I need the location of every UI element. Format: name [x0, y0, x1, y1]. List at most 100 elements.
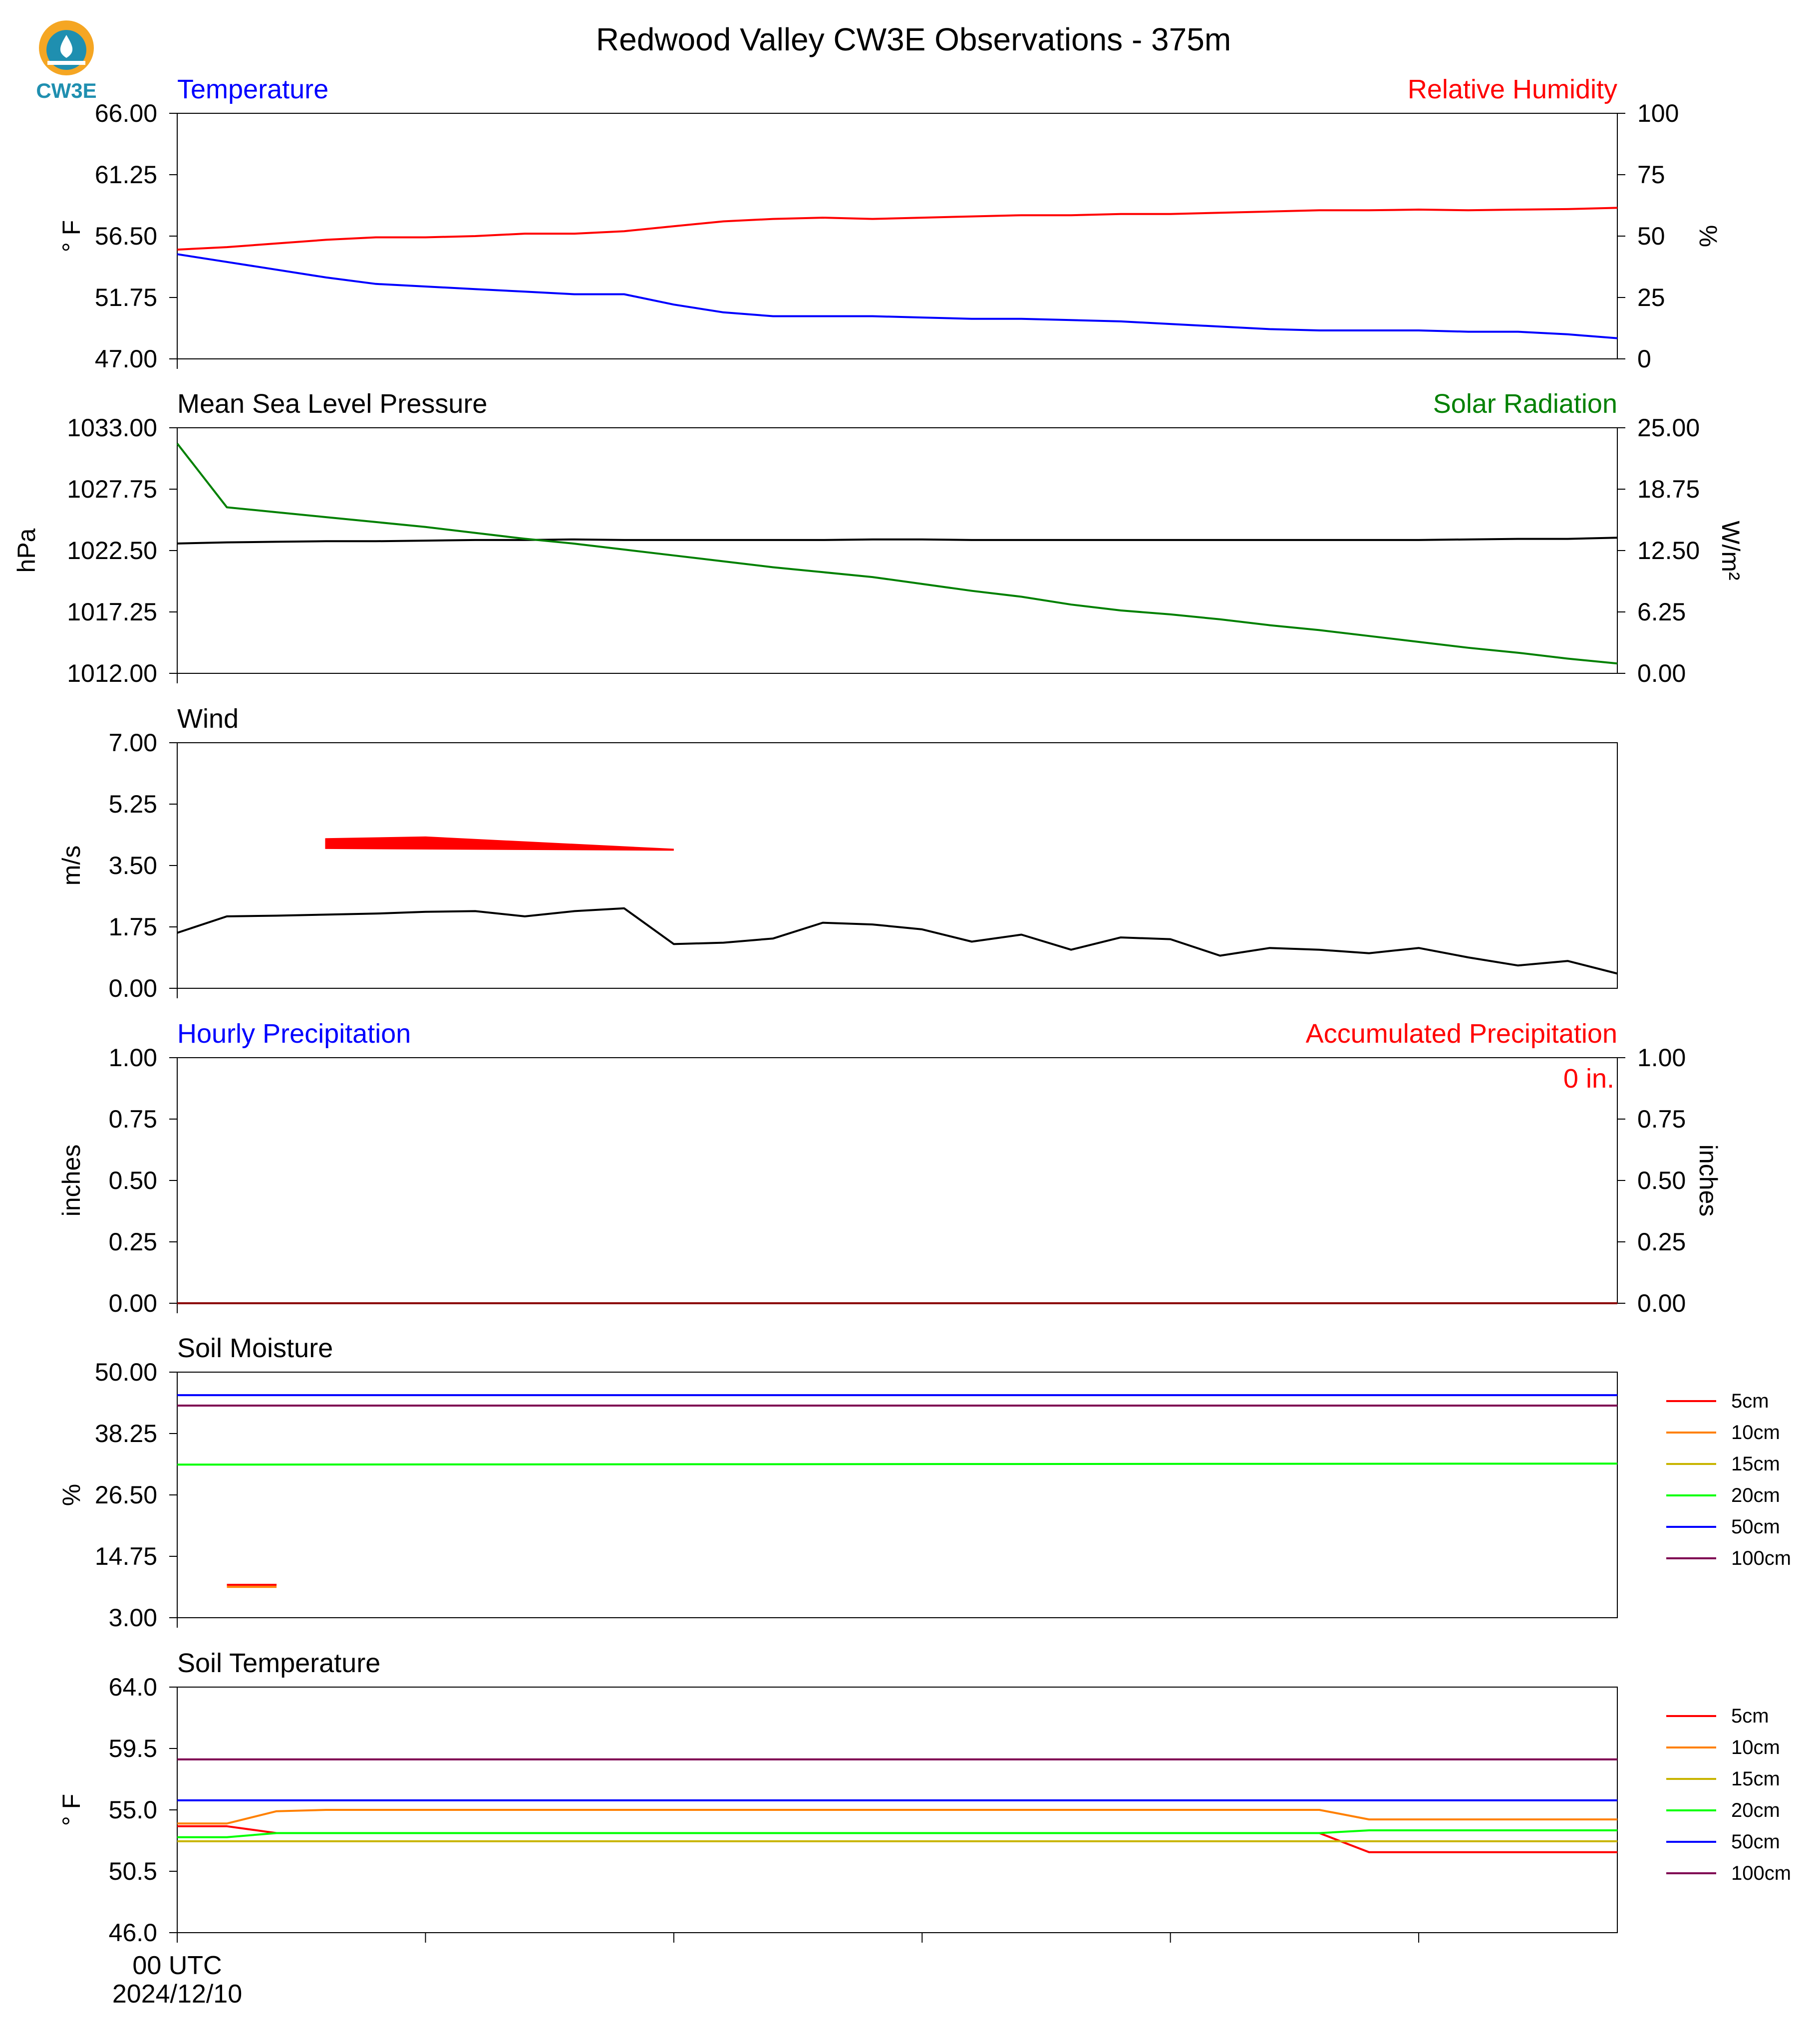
y-tick-label: 1022.50 — [67, 537, 157, 565]
y-axis-label: ° F — [57, 220, 85, 252]
y-tick-label: 59.5 — [109, 1735, 157, 1762]
y-axis-label: ° F — [57, 1794, 85, 1826]
y-tick-label-right: 50 — [1637, 222, 1665, 250]
panels: Temperature Relative Humidity 66.00 61.25 56… — [12, 74, 1791, 1947]
logo-drop-icon — [60, 35, 73, 58]
x-axis-labels: 00 UTC 2024/12/10 — [112, 1951, 242, 2009]
series-line-1 — [176, 443, 1618, 665]
x-tick-label-time: 00 UTC — [132, 1951, 222, 1980]
plot-frame — [177, 742, 1618, 989]
y-tick-label: 1033.00 — [67, 414, 157, 442]
panel-pressure_solar: Mean Sea Level Pressure Solar Radiation 10… — [12, 389, 1745, 687]
y-tick-label-right: 0.00 — [1637, 1289, 1686, 1317]
panel-title: Wind — [177, 704, 239, 734]
y-tick-label: 46.0 — [109, 1919, 157, 1947]
y-tick-label-right: 75 — [1637, 161, 1665, 189]
plot-frame — [177, 1372, 1618, 1618]
y-tick-label: 26.50 — [95, 1481, 157, 1509]
x-tick-label-date: 2024/12/10 — [112, 1980, 242, 2009]
y-tick-label-right: 6.25 — [1637, 598, 1686, 626]
panel-title-right: Solar Radiation — [1433, 389, 1617, 419]
y-tick-label: 0.75 — [109, 1105, 157, 1133]
legend-label-15cm: 15cm — [1731, 1768, 1780, 1790]
cw3e-logo: CW3E — [36, 20, 97, 102]
legend-label-50cm: 50cm — [1731, 1831, 1780, 1853]
y-tick-label: 0.50 — [109, 1166, 157, 1194]
y-axis-label-right: W/m² — [1717, 521, 1745, 580]
y-tick-label: 0.25 — [109, 1228, 157, 1256]
y-tick-label: 0.00 — [109, 1289, 157, 1317]
panel-title: Soil Temperature — [177, 1648, 380, 1678]
y-tick-label-right: 1.00 — [1637, 1044, 1686, 1072]
series-line-0 — [177, 253, 1618, 339]
y-tick-label-right: 0 — [1637, 345, 1651, 373]
plot-frame — [177, 113, 1618, 359]
precip-annotation: 0 in. — [1563, 1064, 1614, 1094]
legend-label-100cm: 100cm — [1731, 1547, 1791, 1569]
y-tick-label: 50.5 — [109, 1857, 157, 1885]
legend-label-5cm: 5cm — [1731, 1390, 1769, 1412]
panel-title: Soil Moisture — [177, 1333, 333, 1363]
legend-label-10cm: 10cm — [1731, 1422, 1780, 1444]
y-tick-label-right: 12.50 — [1637, 537, 1700, 565]
series-line-10cm — [177, 1809, 1617, 1825]
y-tick-label: 3.50 — [109, 852, 157, 879]
y-tick-label: 61.25 — [95, 161, 157, 189]
y-tick-label-right: 0.50 — [1637, 1166, 1686, 1194]
panel-precip: Hourly Precipitation Accumulated Precipit… — [57, 1019, 1722, 1317]
logo-wave-icon — [47, 61, 85, 65]
series-line-0 — [177, 537, 1618, 545]
y-tick-label: 1.00 — [109, 1044, 157, 1072]
y-tick-label: 55.0 — [109, 1796, 157, 1824]
y-tick-label: 56.50 — [95, 222, 157, 250]
panel-title-right: Relative Humidity — [1408, 74, 1617, 104]
legend-label-5cm: 5cm — [1731, 1705, 1769, 1727]
y-axis-label-right: inches — [1694, 1145, 1722, 1217]
y-tick-label: 7.00 — [109, 729, 157, 757]
y-tick-label: 0.00 — [109, 974, 157, 1002]
logo-text: CW3E — [36, 79, 96, 102]
figure-title: Redwood Valley CW3E Observations - 375m — [596, 21, 1231, 57]
panel-temp_rh: Temperature Relative Humidity 66.00 61.25 56… — [57, 74, 1722, 373]
panel-title-right: Accumulated Precipitation — [1306, 1019, 1617, 1049]
legend-label-10cm: 10cm — [1731, 1737, 1780, 1758]
y-tick-label: 47.00 — [95, 345, 157, 373]
y-tick-label: 51.75 — [95, 284, 157, 311]
y-tick-label: 66.00 — [95, 99, 157, 127]
y-tick-label: 50.00 — [95, 1358, 157, 1386]
panel-wind: Wind 7.00 5.25 3.50 1.75 0.00 m/s — [57, 704, 1618, 1002]
y-tick-label-right: 0.75 — [1637, 1105, 1686, 1133]
panel-title: Temperature — [177, 74, 328, 104]
y-tick-label: 1012.00 — [67, 659, 157, 687]
y-tick-label: 64.0 — [109, 1673, 157, 1701]
y-tick-label-right: 25 — [1637, 284, 1665, 311]
panel-soil_temp: Soil Temperature 64.0 59.5 55.0 50.5 46.0 ° F 5… — [57, 1648, 1791, 1947]
y-axis-label: m/s — [57, 846, 85, 886]
y-tick-label-right: 18.75 — [1637, 475, 1700, 503]
plot-frame — [177, 427, 1618, 674]
legend-label-15cm: 15cm — [1731, 1453, 1780, 1475]
series-line-20cm — [177, 1829, 1617, 1838]
y-axis-label: hPa — [12, 528, 40, 573]
y-axis-label: % — [57, 1484, 85, 1506]
y-tick-label-right: 100 — [1637, 99, 1679, 127]
y-axis-label: inches — [57, 1145, 85, 1217]
y-axis-label-right: % — [1694, 225, 1722, 247]
legend-label-20cm: 20cm — [1731, 1799, 1780, 1821]
series-line-0 — [177, 907, 1618, 975]
series-line-20cm — [177, 1462, 1618, 1466]
panel-soil_moisture: Soil Moisture 50.00 38.25 26.50 14.75 3.00% 5c… — [57, 1333, 1791, 1632]
y-tick-label: 1017.25 — [67, 598, 157, 626]
y-tick-label: 38.25 — [95, 1420, 157, 1448]
y-tick-label: 5.25 — [109, 790, 157, 818]
plot-frame — [177, 1057, 1618, 1304]
panel-title: Mean Sea Level Pressure — [177, 389, 487, 419]
y-tick-label: 14.75 — [95, 1542, 157, 1570]
y-tick-label-right: 0.25 — [1637, 1228, 1686, 1256]
wind-gust-band — [325, 836, 674, 851]
y-tick-label-right: 25.00 — [1637, 414, 1700, 442]
series-line-1 — [177, 207, 1618, 251]
y-tick-label: 1.75 — [109, 913, 157, 941]
y-tick-label: 1027.75 — [67, 475, 157, 503]
